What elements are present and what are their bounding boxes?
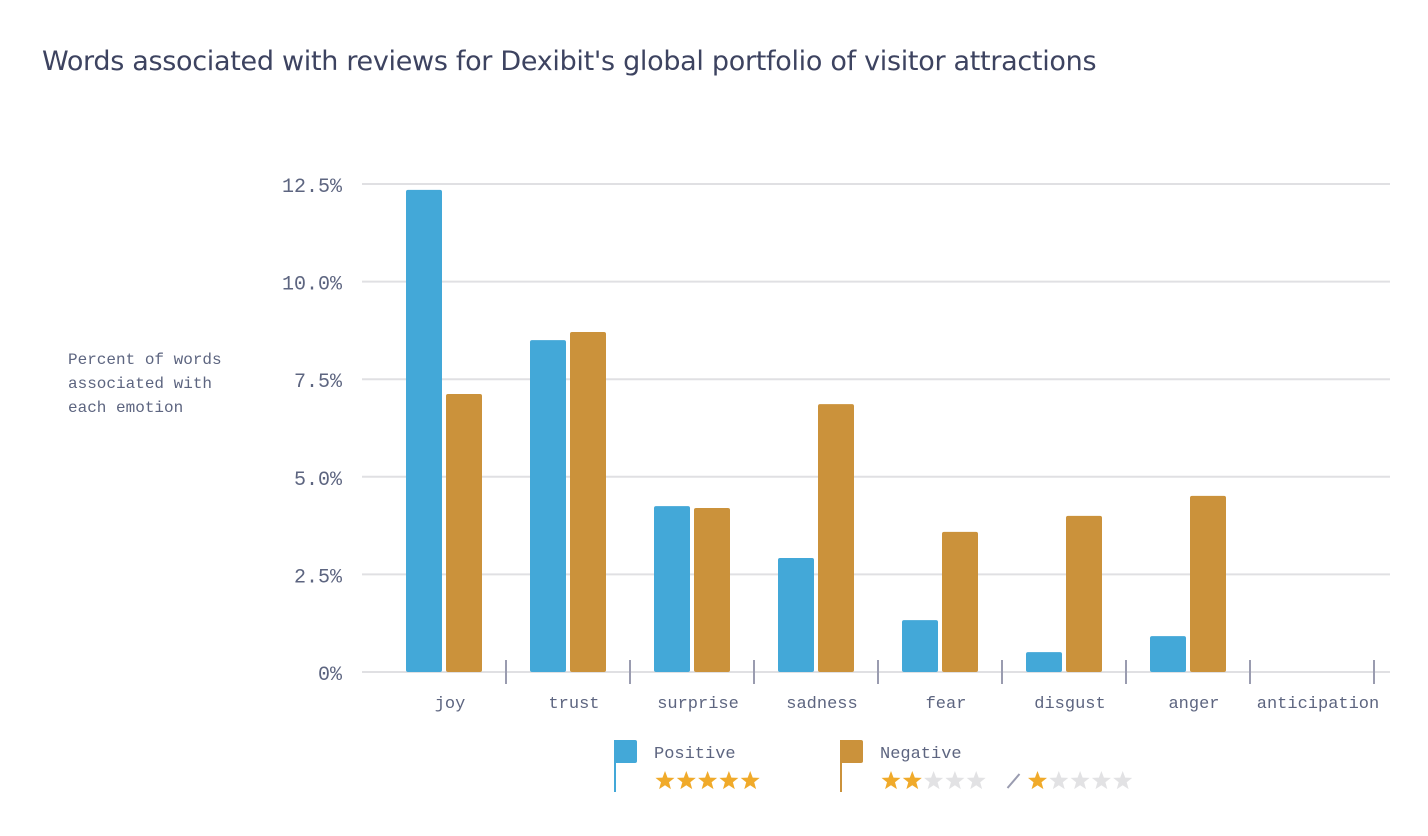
bar-positive-fear	[902, 620, 938, 672]
x-tick-label: fear	[926, 695, 967, 714]
y-tick-label: 10.0%	[282, 274, 343, 297]
y-tick-label: 12.5%	[282, 176, 343, 199]
bar-negative-sadness	[818, 404, 854, 672]
legend-swatch-negative	[840, 740, 863, 763]
bar-positive-sadness	[778, 558, 814, 672]
star-filled-icon	[1028, 771, 1047, 790]
star-filled-icon	[655, 771, 675, 790]
bar-positive-disgust	[1026, 652, 1062, 672]
star-filled-icon	[902, 771, 922, 790]
x-tick-label: anticipation	[1257, 695, 1379, 714]
y-axis-label: Percent of words associated with each em…	[68, 351, 222, 417]
star-empty-icon	[945, 771, 965, 790]
bar-negative-fear	[942, 531, 978, 672]
bar-negative-joy	[446, 394, 482, 672]
bar-positive-trust	[530, 340, 566, 672]
bar-negative-trust	[570, 331, 606, 672]
bar-positive-joy	[406, 189, 442, 672]
star-filled-icon	[719, 771, 739, 790]
star-empty-icon	[924, 771, 944, 790]
x-tick-label: trust	[548, 695, 599, 714]
chart-title: Words associated with reviews for Dexibi…	[42, 46, 1097, 77]
y-tick-label: 0%	[318, 664, 343, 687]
legend-separator-slash	[1006, 773, 1021, 789]
y-tick-label: 5.0%	[294, 469, 343, 492]
x-tick-label: disgust	[1034, 695, 1105, 714]
y-tick-label: 2.5%	[294, 566, 343, 589]
x-tick-label: anger	[1168, 695, 1219, 714]
x-tick-label: sadness	[786, 695, 857, 714]
x-tick-label: surprise	[657, 695, 739, 714]
star-filled-icon	[881, 771, 901, 790]
legend-label: Negative	[880, 745, 962, 764]
y-tick-label: 7.5%	[294, 371, 343, 394]
bar-negative-disgust	[1066, 515, 1102, 672]
star-empty-icon	[966, 771, 986, 790]
bar-positive-surprise	[654, 506, 690, 672]
star-filled-icon	[676, 771, 696, 790]
star-empty-icon	[1091, 771, 1111, 790]
star-empty-icon	[1049, 771, 1069, 790]
star-filled-icon	[740, 771, 760, 790]
legend-swatch-positive	[614, 740, 637, 763]
x-tick-label: joy	[435, 695, 466, 714]
star-empty-icon	[1070, 771, 1090, 790]
bar-negative-anger	[1190, 495, 1226, 672]
star-empty-icon	[1113, 771, 1133, 790]
legend-label: Positive	[654, 745, 736, 764]
star-filled-icon	[698, 771, 718, 790]
bar-negative-surprise	[694, 508, 730, 672]
bar-positive-anger	[1150, 636, 1186, 672]
